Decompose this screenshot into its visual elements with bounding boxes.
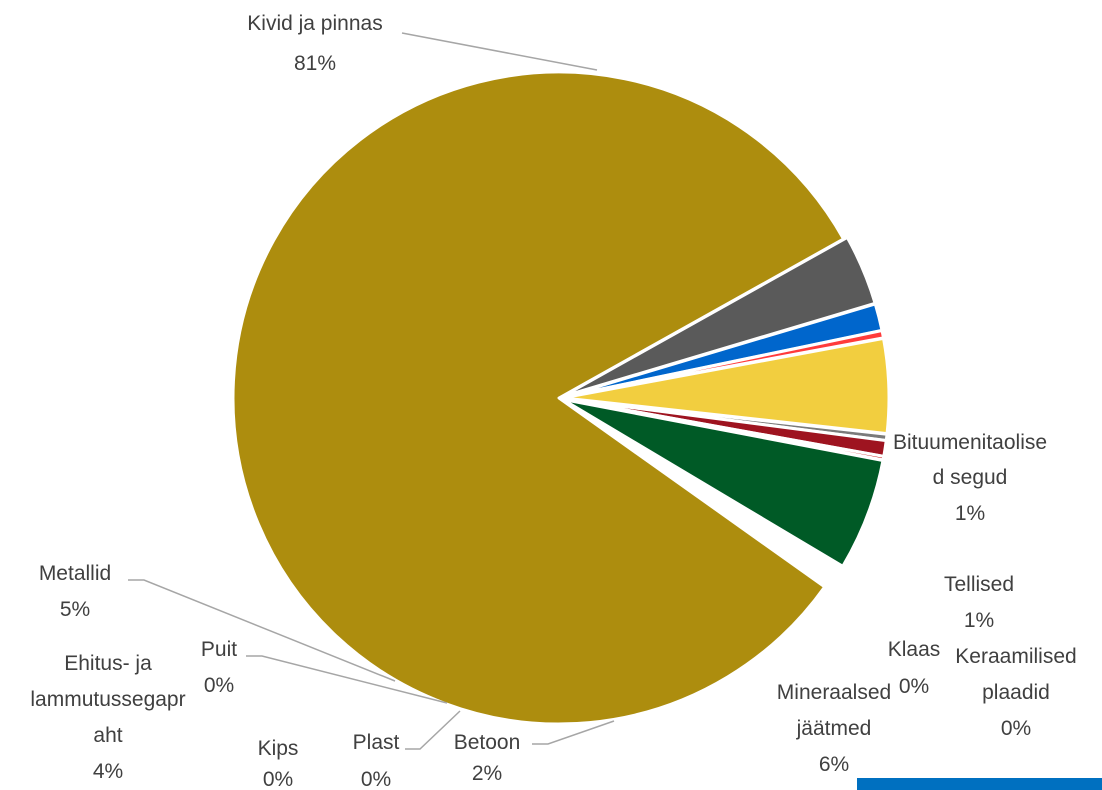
data-label-category: Tellised <box>944 573 1014 596</box>
leader-line <box>128 579 396 682</box>
data-labels: Kivid ja pinnas 81% Mineraalsed jäätmed 6% Ke… <box>30 12 1076 790</box>
leader-line <box>405 710 461 750</box>
data-label-value: 2% <box>472 762 502 785</box>
data-label-category: Metallid <box>39 562 111 585</box>
leader-line <box>246 655 448 704</box>
data-label-category: Ehitus- ja <box>64 652 152 675</box>
blue-accent-bar <box>857 778 1102 790</box>
data-label-category: Keraamilised <box>955 645 1076 668</box>
data-label-category: Puit <box>201 638 237 661</box>
data-label-category: Mineraalsed <box>777 681 891 704</box>
pie-slice <box>231 70 846 726</box>
leader-lines <box>128 32 615 750</box>
data-label-value: 0% <box>263 768 293 790</box>
data-label-category: jäätmed <box>796 717 872 740</box>
data-label-category: Klaas <box>888 638 941 661</box>
data-label-value: 0% <box>1001 717 1031 740</box>
data-label-value: 6% <box>819 753 849 776</box>
data-label-category: aht <box>93 724 122 747</box>
data-label-category: Kips <box>258 737 299 760</box>
pie-slice <box>561 397 885 568</box>
data-label-category: d segud <box>933 466 1008 489</box>
data-label-category: plaadid <box>982 681 1050 704</box>
data-label-value: 1% <box>964 609 994 632</box>
data-label-category: lammutussegapr <box>30 688 185 711</box>
data-label-value: 5% <box>60 598 90 621</box>
data-label-value: 0% <box>204 674 234 697</box>
data-label-value: 0% <box>899 675 929 698</box>
data-label-value: 0% <box>361 768 391 790</box>
data-label-category: Kivid ja pinnas <box>247 12 382 35</box>
data-label-value: 4% <box>93 760 123 783</box>
leader-line <box>532 720 615 745</box>
data-label-category: Bituumenitaolise <box>893 431 1047 454</box>
data-label-value: 1% <box>955 502 985 525</box>
pie-slices <box>231 70 891 726</box>
data-label-category: Plast <box>353 731 400 754</box>
data-label-value: 81% <box>294 52 336 75</box>
leader-line <box>401 32 598 71</box>
data-label-category: Betoon <box>454 731 521 754</box>
